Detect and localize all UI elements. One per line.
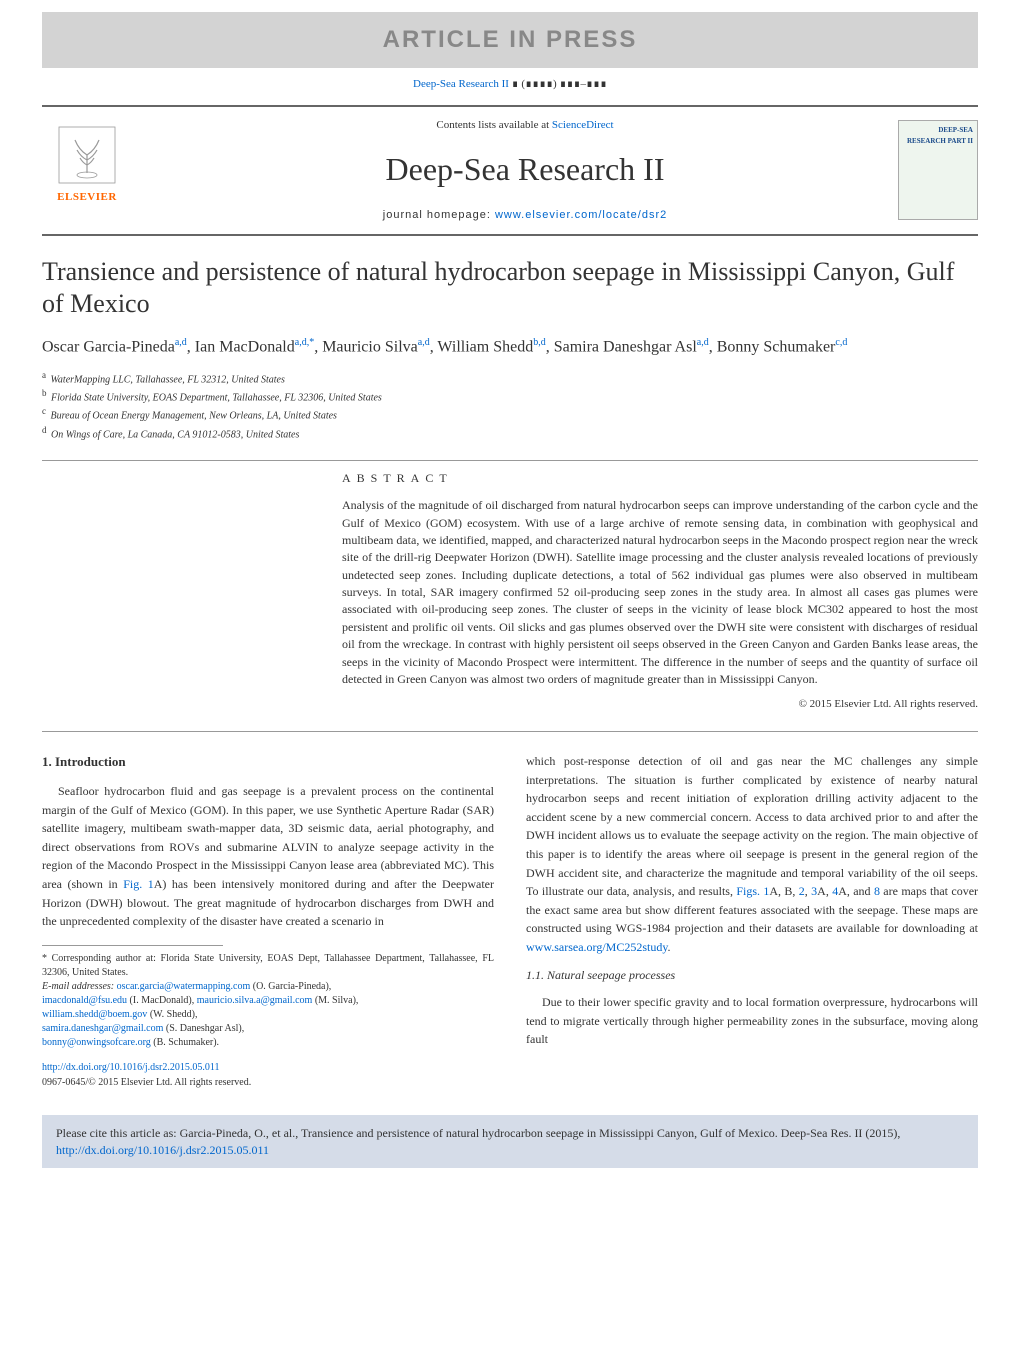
intro-para-1: Seafloor hydrocarbon fluid and gas seepa… <box>42 782 494 931</box>
right-column: which post-response detection of oil and… <box>526 752 978 1091</box>
journal-reference: Deep-Sea Research II ∎ (∎∎∎∎) ∎∎∎–∎∎∎ <box>42 76 978 93</box>
abstract-copyright: © 2015 Elsevier Ltd. All rights reserved… <box>342 696 978 713</box>
journal-homepage: journal homepage: www.elsevier.com/locat… <box>152 207 898 224</box>
issn-line: 0967-0645/© 2015 Elsevier Ltd. All right… <box>42 1077 251 1088</box>
journal-cover-thumbnail: DEEP-SEA RESEARCH PART II <box>898 120 978 220</box>
homepage-link[interactable]: www.elsevier.com/locate/dsr2 <box>495 209 667 221</box>
affiliations: a WaterMapping LLC, Tallahassee, FL 3231… <box>42 369 978 442</box>
homepage-prefix: journal homepage: <box>383 209 495 221</box>
affiliation-d: d On Wings of Care, La Canada, CA 91012-… <box>42 424 978 442</box>
figs1-link[interactable]: Figs. 1 <box>736 884 769 898</box>
journal-ref-suffix: ∎ (∎∎∎∎) ∎∎∎–∎∎∎ <box>509 78 607 90</box>
email-1[interactable]: oscar.garcia@watermapping.com <box>117 981 251 992</box>
footnotes: * Corresponding author at: Florida State… <box>42 952 494 1050</box>
header-center: Contents lists available at ScienceDirec… <box>152 117 898 224</box>
author-2: , Ian MacDonald <box>187 338 295 355</box>
author-6-aff: c,d <box>835 337 847 348</box>
author-5: , Samira Daneshgar Asl <box>546 338 697 355</box>
author-4-aff: b,d <box>533 337 546 348</box>
email-5[interactable]: samira.daneshgar@gmail.com <box>42 1023 163 1034</box>
footnote-separator <box>42 945 223 946</box>
sciencedirect-link[interactable]: ScienceDirect <box>552 119 614 131</box>
abstract-block: ABSTRACT Analysis of the magnitude of oi… <box>342 469 978 713</box>
journal-name: Deep-Sea Research II <box>152 145 898 193</box>
author-5-aff: a,d <box>697 337 709 348</box>
elsevier-logo: ELSEVIER <box>42 125 132 215</box>
email-3[interactable]: mauricio.silva.a@gmail.com <box>197 995 313 1006</box>
author-1: Oscar Garcia-Pineda <box>42 338 175 355</box>
sec11-para-1: Due to their lower specific gravity and … <box>526 993 978 1049</box>
author-2-aff: a,d, <box>295 337 309 348</box>
intro-para-2: which post-response detection of oil and… <box>526 752 978 957</box>
article-title: Transience and persistence of natural hy… <box>42 256 978 321</box>
author-3-aff: a,d <box>418 337 430 348</box>
author-1-aff: a,d <box>175 337 187 348</box>
contents-prefix: Contents lists available at <box>436 119 551 131</box>
sarsea-link[interactable]: www.sarsea.org/MC252study <box>526 940 668 954</box>
contents-available-line: Contents lists available at ScienceDirec… <box>152 117 898 134</box>
author-6: , Bonny Schumaker <box>709 338 836 355</box>
cover-title: DEEP-SEA RESEARCH PART II <box>903 125 973 146</box>
fig1-link[interactable]: Fig. 1 <box>123 877 154 891</box>
abstract-heading: ABSTRACT <box>342 469 978 487</box>
email-addresses: E-mail addresses: oscar.garcia@watermapp… <box>42 980 494 1050</box>
affiliation-c: c Bureau of Ocean Energy Management, New… <box>42 405 978 423</box>
affiliation-b: b Florida State University, EOAS Departm… <box>42 387 978 405</box>
section-1-heading: 1. Introduction <box>42 752 494 772</box>
abstract-text: Analysis of the magnitude of oil dischar… <box>342 497 978 688</box>
elsevier-tree-icon <box>57 125 117 185</box>
author-list: Oscar Garcia-Pinedaa,d, Ian MacDonalda,d… <box>42 335 978 359</box>
divider <box>42 460 978 461</box>
email-6[interactable]: bonny@onwingsofcare.org <box>42 1037 151 1048</box>
elsevier-label: ELSEVIER <box>57 189 117 206</box>
citation-box: Please cite this article as: Garcia-Pine… <box>42 1115 978 1169</box>
divider <box>42 731 978 732</box>
email-label: E-mail addresses: <box>42 981 117 992</box>
citation-text: Please cite this article as: Garcia-Pine… <box>56 1126 900 1140</box>
body-columns: 1. Introduction Seafloor hydrocarbon flu… <box>42 752 978 1091</box>
doi-link[interactable]: http://dx.doi.org/10.1016/j.dsr2.2015.05… <box>42 1062 220 1073</box>
article-in-press-banner: ARTICLE IN PRESS <box>42 12 978 68</box>
journal-header: ELSEVIER Contents lists available at Sci… <box>42 105 978 236</box>
affiliation-a: a WaterMapping LLC, Tallahassee, FL 3231… <box>42 369 978 387</box>
journal-ref-link[interactable]: Deep-Sea Research II <box>413 78 509 90</box>
doi-block: http://dx.doi.org/10.1016/j.dsr2.2015.05… <box>42 1060 494 1091</box>
left-column: 1. Introduction Seafloor hydrocarbon flu… <box>42 752 494 1091</box>
citation-doi-link[interactable]: http://dx.doi.org/10.1016/j.dsr2.2015.05… <box>56 1143 269 1157</box>
author-3: , Mauricio Silva <box>314 338 418 355</box>
corresponding-author-note: * Corresponding author at: Florida State… <box>42 952 494 980</box>
email-2[interactable]: imacdonald@fsu.edu <box>42 995 127 1006</box>
author-4: , William Shedd <box>430 338 534 355</box>
email-4[interactable]: william.shedd@boem.gov <box>42 1009 147 1020</box>
section-1-1-heading: 1.1. Natural seepage processes <box>526 966 978 985</box>
